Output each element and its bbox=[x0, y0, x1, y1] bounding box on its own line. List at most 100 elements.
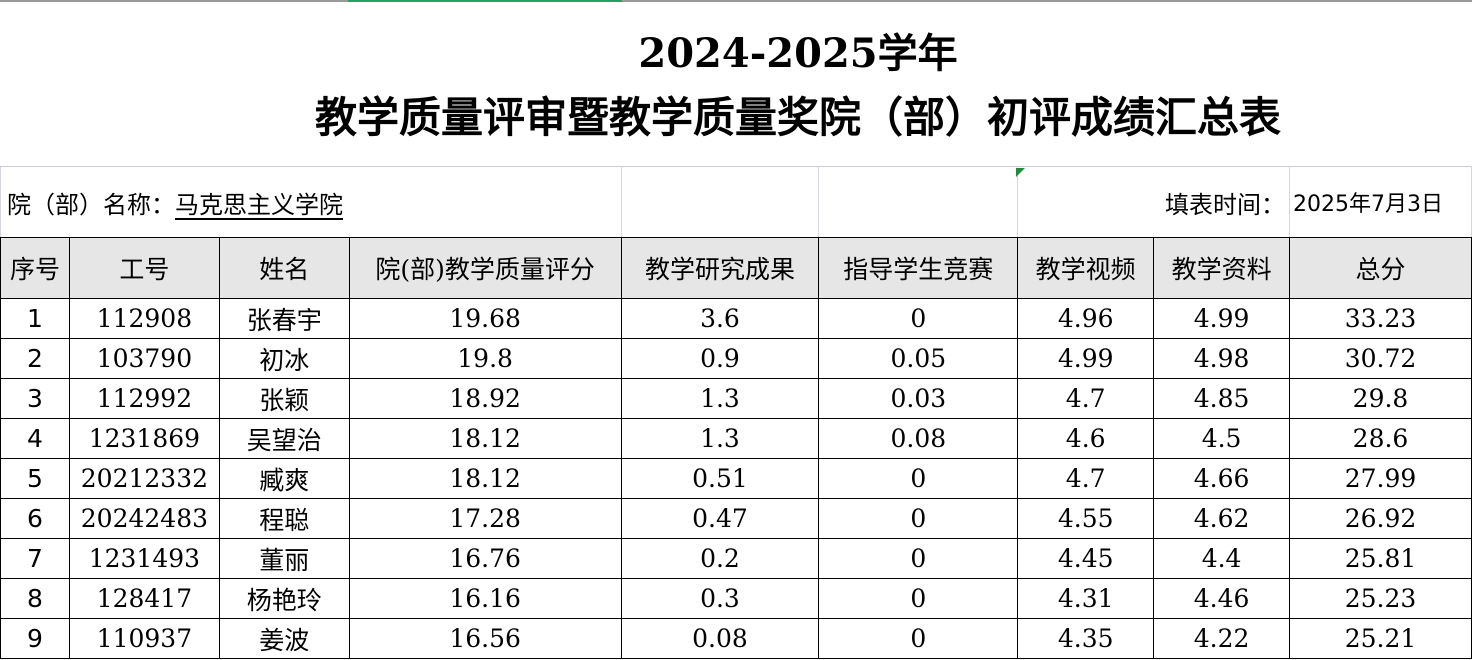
table-cell[interactable]: 4.98 bbox=[1153, 338, 1291, 379]
table-cell[interactable]: 3 bbox=[0, 378, 70, 419]
table-cell[interactable]: 16.16 bbox=[348, 578, 622, 619]
table-cell[interactable]: 16.76 bbox=[348, 538, 622, 579]
table-cell[interactable]: 128417 bbox=[68, 578, 220, 619]
table-cell[interactable]: 0.51 bbox=[620, 458, 820, 499]
table-cell[interactable]: 0 bbox=[818, 298, 1019, 339]
table-cell[interactable]: 4.7 bbox=[1017, 378, 1155, 419]
table-cell[interactable]: 110937 bbox=[68, 618, 220, 659]
table-cell[interactable]: 19.8 bbox=[348, 338, 622, 379]
table-cell[interactable]: 0 bbox=[818, 538, 1019, 579]
table-cell[interactable]: 28.6 bbox=[1289, 418, 1472, 459]
table-cell[interactable]: 27.99 bbox=[1289, 458, 1472, 499]
table-cell[interactable]: 4.22 bbox=[1153, 618, 1291, 659]
table-cell[interactable]: 20212332 bbox=[68, 458, 220, 499]
table-cell[interactable]: 1.3 bbox=[620, 378, 820, 419]
table-cell[interactable]: 16.56 bbox=[348, 618, 622, 659]
table-row: 3 112992 张颖 18.92 1.3 0.03 4.7 4.85 29.8 bbox=[0, 378, 1472, 419]
table-cell[interactable]: 19.68 bbox=[348, 298, 622, 339]
table-cell[interactable]: 29.8 bbox=[1289, 378, 1472, 419]
table-cell[interactable]: 姜波 bbox=[218, 618, 350, 659]
blank-cell[interactable] bbox=[818, 166, 1019, 238]
table-cell[interactable]: 4.62 bbox=[1153, 498, 1291, 539]
table-cell[interactable]: 0 bbox=[818, 578, 1019, 619]
table-cell[interactable]: 臧爽 bbox=[218, 458, 350, 499]
sheet-top-border bbox=[0, 0, 1472, 2]
table-cell[interactable]: 初冰 bbox=[218, 338, 350, 379]
table-cell[interactable]: 3.6 bbox=[620, 298, 820, 339]
table-cell[interactable]: 0.2 bbox=[620, 538, 820, 579]
header-cell[interactable]: 总分 bbox=[1289, 237, 1472, 299]
table-cell[interactable]: 张春宇 bbox=[218, 298, 350, 339]
table-cell[interactable]: 18.12 bbox=[348, 458, 622, 499]
table-cell[interactable]: 4.46 bbox=[1153, 578, 1291, 619]
table-cell[interactable]: 7 bbox=[0, 538, 70, 579]
table-cell[interactable]: 0.08 bbox=[818, 418, 1019, 459]
table-cell[interactable]: 1 bbox=[0, 298, 70, 339]
table-cell[interactable]: 4.55 bbox=[1017, 498, 1155, 539]
table-cell[interactable]: 4.66 bbox=[1153, 458, 1291, 499]
dept-cell[interactable]: 院（部）名称：马克思主义学院 bbox=[0, 166, 622, 238]
table-cell[interactable]: 0 bbox=[818, 618, 1019, 659]
table-cell[interactable]: 4.31 bbox=[1017, 578, 1155, 619]
table-cell[interactable]: 0.08 bbox=[620, 618, 820, 659]
table-cell[interactable]: 25.21 bbox=[1289, 618, 1472, 659]
table-cell[interactable]: 0.47 bbox=[620, 498, 820, 539]
table-cell[interactable]: 18.92 bbox=[348, 378, 622, 419]
table-cell[interactable]: 0 bbox=[818, 458, 1019, 499]
table-cell[interactable]: 杨艳玲 bbox=[218, 578, 350, 619]
header-cell[interactable]: 教学视频 bbox=[1017, 237, 1155, 299]
date-label-cell[interactable]: 填表时间： bbox=[1017, 166, 1291, 238]
table-cell[interactable]: 112908 bbox=[68, 298, 220, 339]
table-cell[interactable]: 4.4 bbox=[1153, 538, 1291, 579]
table-cell[interactable]: 8 bbox=[0, 578, 70, 619]
table-cell[interactable]: 18.12 bbox=[348, 418, 622, 459]
table-cell[interactable]: 30.72 bbox=[1289, 338, 1472, 379]
table-cell[interactable]: 4.5 bbox=[1153, 418, 1291, 459]
table-cell[interactable]: 0.05 bbox=[818, 338, 1019, 379]
header-cell[interactable]: 院(部)教学质量评分 bbox=[348, 237, 622, 299]
table-cell[interactable]: 4.6 bbox=[1017, 418, 1155, 459]
date-value-cell[interactable]: 2025年7月3日 bbox=[1289, 166, 1472, 238]
blank-cell[interactable] bbox=[620, 166, 820, 238]
table-cell[interactable]: 26.92 bbox=[1289, 498, 1472, 539]
table-row: 1 112908 张春宇 19.68 3.6 0 4.96 4.99 33.23 bbox=[0, 298, 1472, 339]
table-cell[interactable]: 4.99 bbox=[1017, 338, 1155, 379]
table-cell[interactable]: 1.3 bbox=[620, 418, 820, 459]
header-cell[interactable]: 工号 bbox=[68, 237, 220, 299]
table-cell[interactable]: 1231493 bbox=[68, 538, 220, 579]
table-cell[interactable]: 程聪 bbox=[218, 498, 350, 539]
header-cell[interactable]: 指导学生竞赛 bbox=[818, 237, 1019, 299]
table-cell[interactable]: 4.85 bbox=[1153, 378, 1291, 419]
header-cell[interactable]: 教学资料 bbox=[1153, 237, 1291, 299]
table-cell[interactable]: 0.9 bbox=[620, 338, 820, 379]
table-cell[interactable]: 4.96 bbox=[1017, 298, 1155, 339]
table-cell[interactable]: 17.28 bbox=[348, 498, 622, 539]
table-cell[interactable]: 33.23 bbox=[1289, 298, 1472, 339]
table-cell[interactable]: 25.23 bbox=[1289, 578, 1472, 619]
table-cell[interactable]: 103790 bbox=[68, 338, 220, 379]
table-cell[interactable]: 5 bbox=[0, 458, 70, 499]
table-cell[interactable]: 4.99 bbox=[1153, 298, 1291, 339]
info-row: 院（部）名称：马克思主义学院 填表时间： 2025年7月3日 bbox=[0, 166, 1472, 238]
table-cell[interactable]: 6 bbox=[0, 498, 70, 539]
header-cell[interactable]: 姓名 bbox=[218, 237, 350, 299]
header-cell[interactable]: 序号 bbox=[0, 237, 70, 299]
table-cell[interactable]: 9 bbox=[0, 618, 70, 659]
header-cell[interactable]: 教学研究成果 bbox=[620, 237, 820, 299]
table-cell[interactable]: 4.45 bbox=[1017, 538, 1155, 579]
table-cell[interactable]: 吴望治 bbox=[218, 418, 350, 459]
table-cell[interactable]: 112992 bbox=[68, 378, 220, 419]
table-cell[interactable]: 4.7 bbox=[1017, 458, 1155, 499]
table-cell[interactable]: 0.03 bbox=[818, 378, 1019, 419]
table-cell[interactable]: 2 bbox=[0, 338, 70, 379]
table-cell[interactable]: 1231869 bbox=[68, 418, 220, 459]
table-cell[interactable]: 董丽 bbox=[218, 538, 350, 579]
table-cell[interactable]: 0 bbox=[818, 498, 1019, 539]
table-cell[interactable]: 4 bbox=[0, 418, 70, 459]
table-cell[interactable]: 20242483 bbox=[68, 498, 220, 539]
table-cell[interactable]: 张颖 bbox=[218, 378, 350, 419]
table-cell[interactable]: 25.81 bbox=[1289, 538, 1472, 579]
table-cell[interactable]: 0.3 bbox=[620, 578, 820, 619]
table-cell[interactable]: 4.35 bbox=[1017, 618, 1155, 659]
